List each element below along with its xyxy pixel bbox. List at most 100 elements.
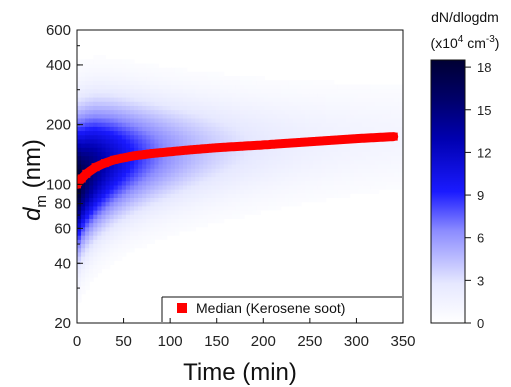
heatmap-cell — [223, 101, 229, 106]
heatmap-cell — [195, 126, 200, 132]
heatmap-cell — [366, 92, 371, 98]
heatmap-cell — [272, 88, 278, 94]
heatmap-cell — [362, 101, 367, 106]
heatmap-cell — [248, 84, 253, 90]
heatmap-cell — [317, 193, 323, 199]
heatmap-cell — [121, 214, 127, 219]
heatmap-cell — [358, 88, 363, 94]
heatmap-cell — [182, 126, 188, 132]
heatmap-cell — [354, 163, 359, 169]
heatmap-cell — [370, 117, 376, 123]
heatmap-cell — [170, 209, 176, 215]
heatmap-cell — [227, 122, 233, 127]
median-point — [91, 163, 100, 172]
heatmap-cell — [203, 138, 208, 144]
heatmap-cell — [244, 101, 249, 106]
heatmap-cell — [219, 130, 225, 136]
heatmap-cell — [223, 134, 229, 140]
heatmap-cell — [256, 80, 261, 86]
heatmap-cell — [256, 151, 261, 157]
heatmap-cell — [166, 193, 172, 199]
heatmap-cell — [284, 176, 290, 182]
heatmap-cell — [154, 184, 160, 190]
heatmap-cell — [142, 71, 147, 77]
heatmap-cell — [146, 71, 151, 77]
heatmap-cell — [313, 147, 319, 152]
heatmap-cell — [390, 180, 396, 186]
heatmap-cell — [301, 88, 306, 94]
heatmap-cell — [207, 205, 213, 211]
heatmap-cell — [382, 143, 388, 148]
heatmap-cell — [288, 163, 294, 169]
heatmap-cell — [248, 105, 253, 111]
heatmap-cell — [297, 184, 302, 190]
heatmap-cell — [260, 147, 266, 152]
heatmap-cell — [81, 151, 86, 157]
heatmap-cell — [101, 172, 107, 178]
heatmap-cell — [158, 80, 164, 86]
heatmap-cell — [264, 117, 270, 123]
heatmap-cell — [358, 180, 363, 186]
heatmap-cell — [97, 226, 103, 232]
heatmap-cell — [93, 251, 98, 257]
heatmap-cell — [333, 147, 339, 152]
colorbar-tick-label: 12 — [477, 145, 491, 160]
heatmap-cell — [81, 222, 86, 228]
heatmap-cell — [97, 84, 103, 90]
heatmap-cell — [272, 84, 278, 90]
heatmap-cell — [301, 105, 306, 111]
heatmap-cell — [398, 176, 403, 182]
heatmap-cell — [333, 126, 339, 132]
heatmap-cell — [93, 189, 98, 194]
heatmap-cell — [284, 184, 290, 190]
heatmap-cell — [272, 159, 278, 165]
heatmap-cell — [158, 109, 164, 115]
heatmap-cell — [244, 168, 249, 173]
heatmap-cell — [321, 147, 327, 152]
heatmap-cell — [260, 105, 266, 111]
heatmap-cell — [146, 201, 151, 207]
heatmap-cell — [166, 176, 172, 182]
heatmap-cell — [325, 172, 331, 178]
heatmap-cell — [187, 117, 192, 123]
heatmap-cell — [101, 247, 107, 253]
heatmap-cell — [288, 84, 294, 90]
heatmap-cell — [345, 180, 351, 186]
heatmap-cell — [138, 159, 143, 165]
heatmap-cell — [109, 176, 115, 182]
heatmap-cell — [284, 201, 290, 207]
heatmap-cell — [187, 168, 192, 173]
heatmap-cell — [77, 96, 82, 102]
heatmap-cell — [378, 101, 384, 106]
heatmap-cell — [223, 96, 229, 102]
heatmap-cell — [178, 226, 184, 232]
heatmap-cell — [85, 260, 90, 265]
heatmap-cell — [382, 126, 388, 132]
heatmap-cell — [85, 59, 90, 65]
heatmap-cell — [309, 117, 314, 123]
heatmap-cell — [374, 168, 380, 173]
heatmap-cell — [309, 197, 314, 203]
heatmap-cell — [337, 122, 343, 127]
heatmap-cell — [317, 80, 323, 86]
heatmap-cell — [154, 197, 160, 203]
heatmap-cell — [191, 209, 196, 215]
heatmap-cell — [382, 151, 388, 157]
heatmap-cell — [142, 205, 147, 211]
heatmap-cell — [321, 80, 327, 86]
heatmap-cell — [170, 130, 176, 136]
heatmap-cell — [142, 101, 147, 106]
heatmap-cell — [317, 117, 323, 123]
heatmap-cell — [280, 92, 286, 98]
heatmap-cell — [260, 151, 266, 157]
heatmap-cell — [146, 113, 151, 119]
heatmap-cell — [350, 88, 355, 94]
heatmap-cell — [158, 101, 164, 106]
heatmap-cell — [284, 113, 290, 119]
heatmap-cell — [195, 92, 200, 98]
heatmap-cell — [150, 184, 156, 190]
heatmap-cell — [105, 205, 111, 211]
heatmap-cell — [117, 151, 123, 157]
heatmap-cell — [252, 109, 257, 115]
heatmap-cell — [260, 163, 266, 169]
